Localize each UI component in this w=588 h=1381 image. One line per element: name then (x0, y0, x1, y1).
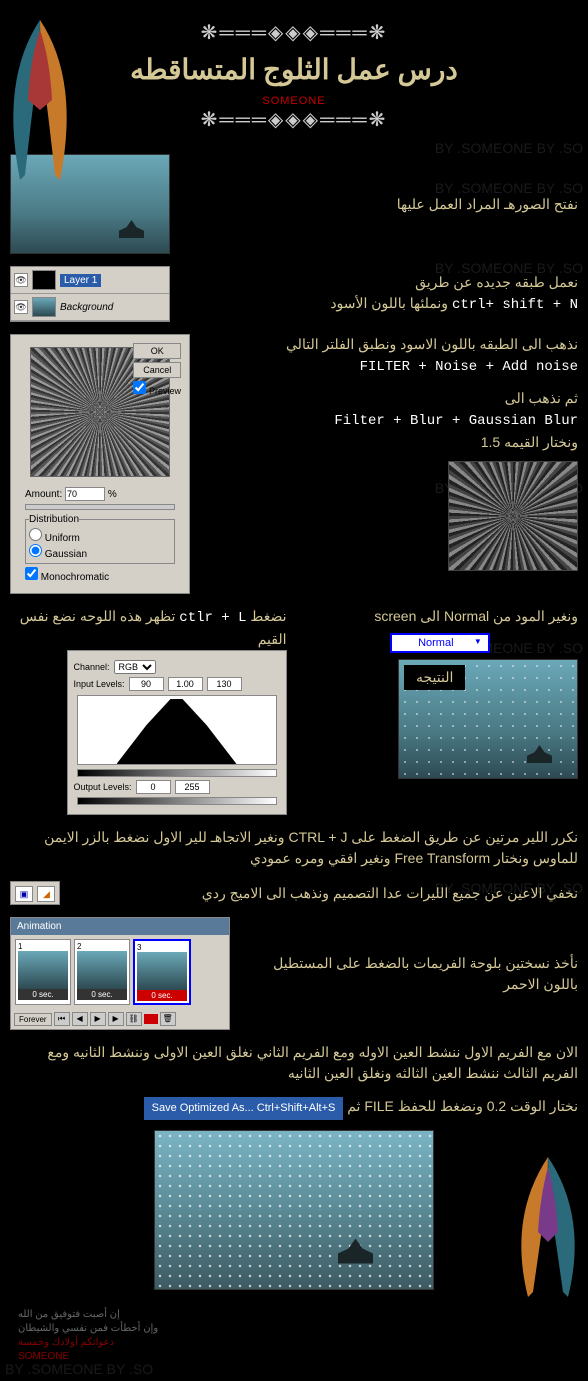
step-6-text: ونغير المود من Normal الى screen (302, 606, 579, 627)
channel-select[interactable]: RGB (114, 660, 156, 674)
step-2: نعمل طبقه جديده عن طريق ctrl+ shift + N … (10, 266, 578, 322)
levels-dialog: Channel: RGB Input Levels: Output Levels… (67, 650, 287, 815)
loop-select[interactable]: Forever (14, 1013, 52, 1026)
layer-name: Background (60, 302, 113, 313)
gaussian-radio[interactable] (29, 544, 42, 557)
step-8: نخفي الاعين عن جميع الليرات عدا التصميم … (10, 881, 578, 905)
step-4-text: ثم نذهب الى Filter + Blur + Gaussian Blu… (205, 388, 578, 453)
ps-icon[interactable]: ▣ (15, 886, 33, 902)
feather-decoration-left (0, 10, 100, 190)
layer-row-1[interactable]: 👁 Layer 1 (11, 267, 169, 294)
step-7-text: نكرر اللير مرتين عن طريق الضغط على CTRL … (10, 827, 578, 869)
mono-checkbox[interactable] (25, 567, 38, 580)
first-frame-button[interactable]: ⏮ (54, 1012, 70, 1026)
level-input-2[interactable] (168, 677, 203, 691)
step-9-text: نأخذ نسختين بلوحة الفريمات بالضغط على ال… (245, 953, 578, 995)
layer-name: Layer 1 (60, 274, 101, 287)
level-input-3[interactable] (207, 677, 242, 691)
step-2-text: نعمل طبقه جديده عن طريق ctrl+ shift + N … (185, 272, 578, 316)
visibility-icon[interactable]: 👁 (14, 273, 28, 287)
input-slider[interactable] (77, 769, 277, 777)
step-1-text: نفتح الصورهـ المراد العمل عليها (185, 194, 578, 215)
frame-1[interactable]: 10 sec. (15, 939, 71, 1005)
prev-frame-button[interactable]: ◀ (72, 1012, 88, 1026)
feather-decoration-right (498, 1152, 588, 1302)
step-11-text: نختار الوقت 0.2 ونضغط للحفظ FILE ثم Save… (10, 1096, 578, 1120)
layers-panel: 👁 Layer 1 👁 Background (10, 266, 170, 322)
output-slider[interactable] (77, 797, 277, 805)
next-frame-button[interactable]: ▶ (108, 1012, 124, 1026)
step-3: نذهب الى الطبقه باللون الاسود ونطبق الفل… (10, 334, 578, 594)
frame-3[interactable]: 30 sec. (133, 939, 191, 1005)
ok-button[interactable]: OK (133, 343, 181, 359)
frame-2[interactable]: 20 sec. (74, 939, 130, 1005)
uniform-radio[interactable] (29, 528, 42, 541)
visibility-icon[interactable]: 👁 (14, 300, 28, 314)
amount-label: Amount: (25, 489, 62, 500)
delete-frame-button[interactable]: 🗑 (160, 1012, 176, 1026)
layer-thumb (32, 297, 56, 317)
output-input-2[interactable] (175, 780, 210, 794)
final-result-image (154, 1130, 434, 1290)
layer-row-bg[interactable]: 👁 Background (11, 294, 169, 321)
layer-thumb (32, 270, 56, 290)
distribution-label: Distribution (29, 514, 79, 525)
step-5-text: نضغط ctlr + L تظهر هذه اللوحه نضع نفس ال… (10, 606, 287, 650)
step-3-text: نذهب الى الطبقه باللون الاسود ونطبق الفل… (205, 334, 578, 378)
output-input-1[interactable] (136, 780, 171, 794)
histogram (77, 695, 277, 765)
footer: إن أصبت فتوفيق من الله وإن أخطأت فمن نفس… (10, 1300, 578, 1372)
step-8-text: نخفي الاعين عن جميع الليرات عدا التصميم … (75, 883, 578, 904)
ir-icon[interactable]: ◢ (37, 886, 55, 902)
duplicate-frame-button[interactable] (144, 1014, 158, 1024)
step-10-text: الان مع الفريم الاول ننشط العين الاوله و… (10, 1042, 578, 1084)
save-menu-item[interactable]: Save Optimized As... Ctrl+Shift+Alt+S (144, 1097, 344, 1120)
step-5: ونغير المود من Normal الى screen Normal … (10, 606, 578, 815)
noise-sample (448, 461, 578, 571)
level-input-1[interactable] (129, 677, 164, 691)
amount-slider[interactable] (25, 504, 175, 510)
amount-input[interactable] (65, 487, 105, 501)
tween-button[interactable]: ⛓ (126, 1012, 142, 1026)
result-label: النتيجه (404, 665, 465, 690)
preview-checkbox[interactable] (133, 381, 146, 394)
play-button[interactable]: ▶ (90, 1012, 106, 1026)
animation-panel: Animation 10 sec. 20 sec. 30 sec. Foreve… (10, 917, 230, 1030)
step-9: نأخذ نسختين بلوحة الفريمات بالضغط على ال… (10, 917, 578, 1030)
add-noise-dialog: OK Cancel Preview Amount: % Distribution… (10, 334, 190, 594)
animation-header: Animation (11, 918, 229, 935)
cancel-button[interactable]: Cancel (133, 362, 181, 378)
blend-mode-dropdown[interactable]: Normal (390, 633, 490, 653)
image-ready-icons: ▣ ◢ (10, 881, 60, 905)
